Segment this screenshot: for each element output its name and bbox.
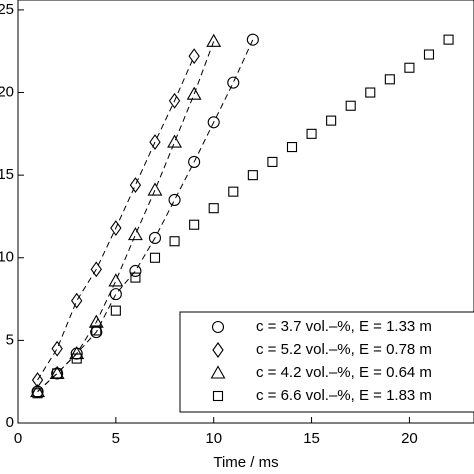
point [51,340,63,357]
point [345,100,356,111]
x-tick-label: 10 [205,430,222,447]
legend-box [179,311,474,413]
point [148,231,162,244]
y-tick-label: 5 [6,331,14,348]
point [384,74,395,85]
point [130,272,141,283]
point [71,292,83,309]
y-tick-label: 20 [0,84,14,101]
point [129,264,142,278]
point [147,182,163,196]
point [168,92,181,109]
legend-label: c = 5.2 vol.–%, E = 0.78 m [256,341,432,358]
point [228,186,239,197]
point [207,116,220,129]
legend-label: c = 3.7 vol.–%, E = 1.33 m [256,318,432,335]
x-tick-label: 0 [14,430,22,447]
point [90,326,103,339]
point [286,142,298,153]
point [208,203,219,214]
point [69,345,85,360]
legend-label: c = 4.2 vol.–%, E = 0.64 m [256,364,432,381]
point [168,193,181,206]
plot-frame [17,0,474,424]
point [404,62,415,73]
x-tick-label: 5 [112,430,120,447]
point [365,87,376,98]
point [167,134,183,148]
x-tick-label: 15 [303,430,320,447]
point [149,134,161,151]
point [32,388,43,399]
point [186,86,202,100]
y-tick-label: 10 [0,249,14,266]
trend-line [37,41,215,392]
point [267,156,278,167]
point [247,170,258,181]
legend-marker [210,365,226,379]
point [246,33,259,46]
point [108,273,124,287]
x-tick-label: 20 [401,430,418,447]
y-tick-label: 0 [6,414,14,431]
point [127,227,143,241]
point [52,368,63,379]
trend-line [37,39,254,392]
point [91,325,102,336]
point [189,219,200,230]
point [88,314,104,328]
point [110,305,121,316]
point [110,220,122,236]
point [423,49,435,60]
point [71,353,82,364]
legend-label: c = 6.6 vol.–%, E = 1.83 m [256,387,432,404]
point [443,34,454,45]
point [30,383,46,398]
point [227,76,240,89]
y-tick-label: 15 [0,166,14,183]
legend-marker [212,342,224,358]
point [326,115,337,126]
point [129,177,142,194]
point [149,252,161,263]
trend-line [37,55,195,381]
point [31,372,44,388]
point [109,288,122,301]
point [188,155,201,168]
y-tick-label: 25 [0,1,14,18]
legend-marker [212,390,224,402]
point [306,128,317,139]
point [188,48,200,65]
point [169,236,180,247]
point [206,33,222,47]
x-axis-label: Time / ms [213,454,278,471]
legend-marker [211,320,225,334]
point [90,261,102,278]
